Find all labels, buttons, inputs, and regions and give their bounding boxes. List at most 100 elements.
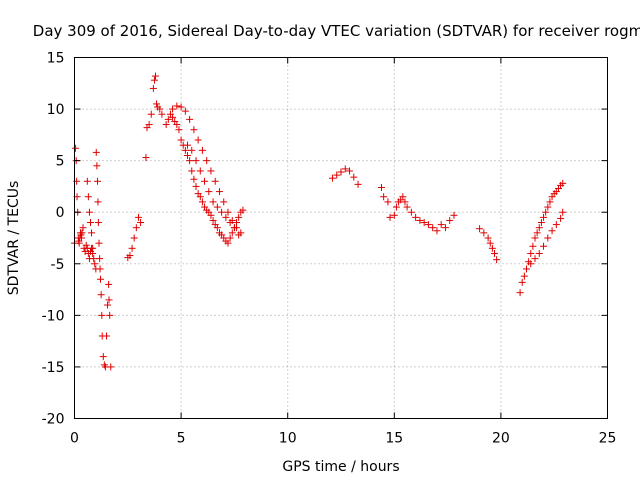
data-point — [239, 206, 247, 214]
data-point — [205, 188, 213, 196]
data-point — [198, 146, 206, 154]
data-point — [224, 208, 232, 216]
data-point — [476, 225, 484, 233]
data-point — [226, 219, 234, 227]
data-point — [96, 255, 104, 263]
data-point — [190, 175, 198, 183]
grid — [74, 57, 608, 419]
data-point — [535, 224, 543, 232]
data-point — [128, 244, 136, 252]
data-point — [559, 179, 567, 187]
data-point — [341, 165, 349, 173]
data-point — [399, 193, 407, 201]
data-point — [72, 144, 80, 152]
data-point — [92, 148, 100, 156]
data-point — [85, 208, 93, 216]
data-point — [535, 249, 543, 257]
data-point — [380, 193, 388, 201]
data-point — [235, 213, 243, 221]
data-point — [235, 231, 243, 239]
data-point — [527, 249, 535, 257]
data-point — [350, 173, 358, 181]
data-point — [230, 224, 238, 232]
y-tick-label: 10 — [47, 102, 65, 118]
data-point — [378, 183, 386, 191]
y-tick-labels: -20 -15 -10 -5 0 5 10 15 — [42, 51, 65, 428]
data-point — [222, 213, 230, 221]
data-point — [337, 168, 345, 176]
data-point — [130, 234, 138, 242]
y-tick-label: -20 — [42, 412, 65, 428]
y-tick-label: -10 — [42, 308, 65, 324]
data-point — [94, 177, 102, 185]
data-point — [196, 167, 204, 175]
data-point — [173, 102, 181, 110]
data-point — [192, 182, 200, 190]
data-point — [540, 213, 548, 221]
data-point — [527, 260, 535, 268]
data-point — [328, 174, 336, 182]
x-tick-labels: 0 5 10 15 20 25 — [70, 431, 616, 447]
data-point — [99, 353, 107, 361]
data-point — [540, 242, 548, 250]
data-point — [557, 214, 565, 222]
data-point — [186, 157, 194, 165]
data-point — [162, 121, 170, 129]
data-point — [491, 249, 499, 257]
data-point — [488, 244, 496, 252]
data-point — [429, 224, 437, 232]
data-point — [346, 167, 354, 175]
data-point — [531, 234, 539, 242]
data-point — [392, 203, 400, 211]
y-axis-label: SDTVAR / TECUs — [6, 181, 22, 296]
data-point — [149, 84, 157, 92]
data-point — [89, 244, 97, 252]
data-point — [529, 242, 537, 250]
data-point — [196, 193, 204, 201]
data-point — [437, 221, 445, 229]
data-point — [407, 208, 415, 216]
data-point — [177, 136, 185, 144]
data-point — [544, 203, 552, 211]
data-point — [420, 219, 428, 227]
data-point — [175, 126, 183, 134]
data-point — [446, 216, 454, 224]
data-point — [95, 239, 103, 247]
data-point — [177, 103, 185, 111]
data-point — [209, 216, 217, 224]
y-tick-label: 5 — [56, 154, 65, 170]
x-tick-label: 0 — [70, 431, 79, 447]
data-point — [150, 76, 158, 84]
data-point — [188, 146, 196, 154]
data-point — [105, 296, 113, 304]
data-point — [390, 211, 398, 219]
data-point — [75, 239, 83, 247]
data-point — [548, 227, 556, 235]
data-point — [546, 198, 554, 206]
data-point — [91, 260, 99, 268]
data-point — [134, 213, 142, 221]
data-point — [173, 121, 181, 129]
data-point — [433, 227, 441, 235]
data-point — [403, 203, 411, 211]
data-point — [226, 234, 234, 242]
data-point — [213, 203, 221, 211]
data-point — [192, 157, 200, 165]
x-axis-label: GPS time / hours — [282, 459, 399, 475]
data-point — [97, 291, 105, 299]
data-point — [215, 188, 223, 196]
data-point — [96, 265, 104, 273]
data-point — [542, 208, 550, 216]
data-point — [181, 146, 189, 154]
data-point — [83, 177, 91, 185]
y-tick-label: 15 — [47, 51, 65, 67]
data-point — [520, 272, 528, 280]
data-point — [126, 252, 134, 260]
data-point — [450, 211, 458, 219]
data-point — [484, 234, 492, 242]
data-point — [98, 311, 106, 319]
data-point — [147, 110, 155, 118]
data-point — [552, 221, 560, 229]
y-tick-label: -15 — [42, 360, 65, 376]
